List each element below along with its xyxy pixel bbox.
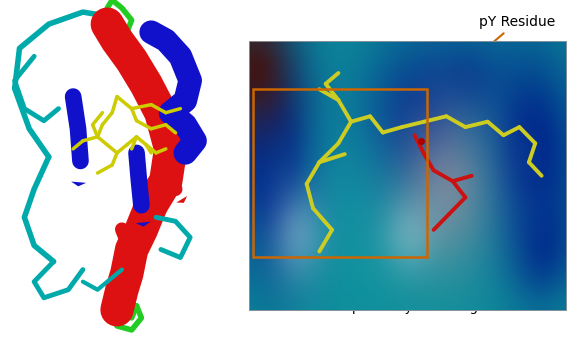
Text: pY Residue: pY Residue bbox=[398, 15, 555, 123]
Text: Variable surface
determines specificity: Variable surface determines specificity bbox=[265, 237, 413, 314]
Text: Common pY
binding site: Common pY binding site bbox=[428, 238, 509, 314]
Bar bbox=[253, 89, 428, 257]
